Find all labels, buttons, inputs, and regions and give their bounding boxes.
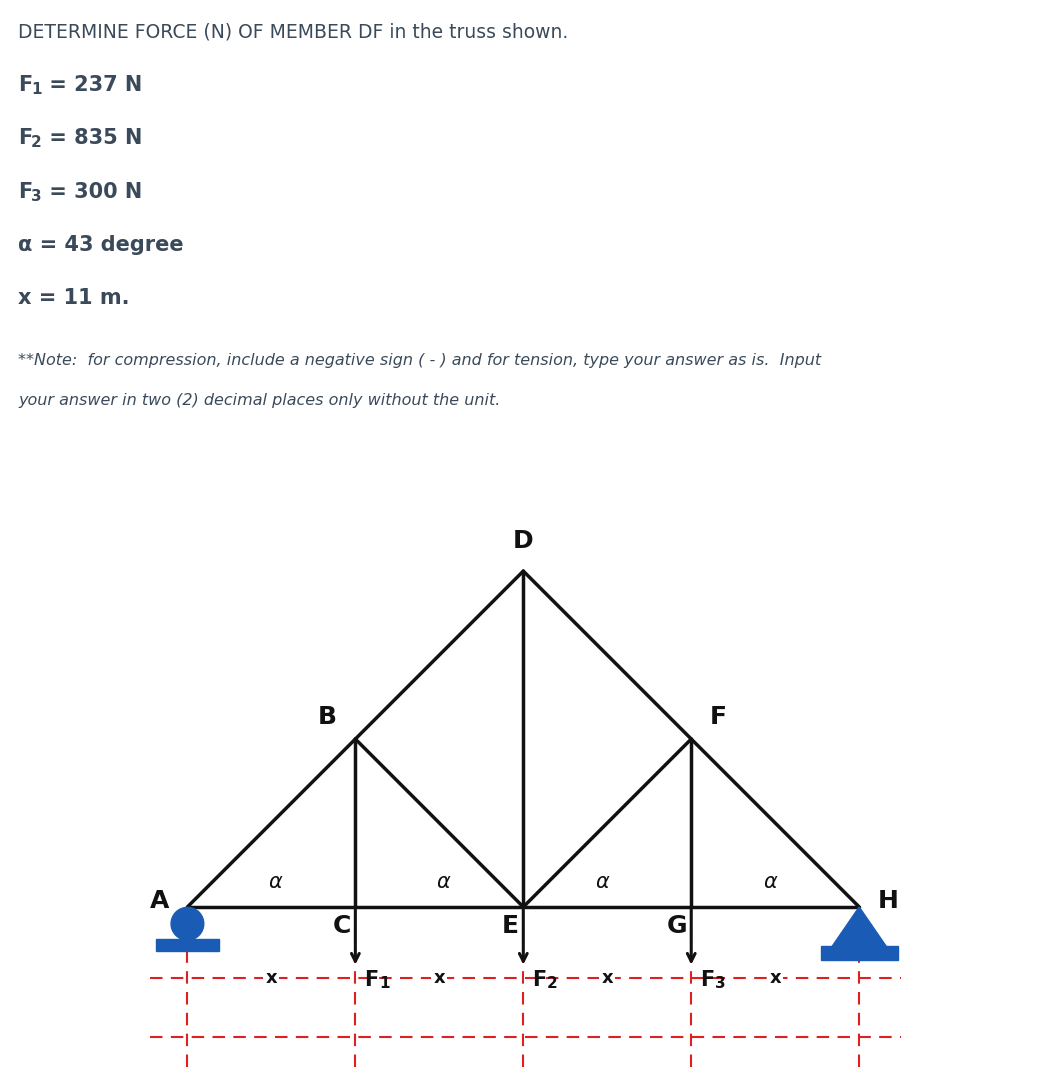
- Text: F: F: [18, 75, 33, 95]
- Text: F: F: [18, 182, 33, 202]
- Text: 3: 3: [31, 189, 41, 204]
- Text: x: x: [601, 969, 613, 988]
- Text: α = 43 degree: α = 43 degree: [18, 234, 184, 255]
- Text: E: E: [502, 913, 519, 937]
- Text: 1: 1: [379, 976, 389, 991]
- Text: F: F: [364, 970, 378, 990]
- Text: $\alpha$: $\alpha$: [436, 872, 452, 892]
- Text: DETERMINE FORCE (N) OF MEMBER DF in the truss shown.: DETERMINE FORCE (N) OF MEMBER DF in the …: [18, 22, 569, 41]
- Text: H: H: [878, 889, 899, 913]
- Text: your answer in two (2) decimal places only without the unit.: your answer in two (2) decimal places on…: [18, 393, 500, 408]
- Text: = 300 N: = 300 N: [42, 182, 142, 202]
- Text: G: G: [667, 913, 687, 937]
- Text: x: x: [266, 969, 277, 988]
- Bar: [155, 938, 219, 950]
- Text: B: B: [318, 705, 337, 729]
- Text: 2: 2: [31, 135, 42, 150]
- Text: $\alpha$: $\alpha$: [763, 872, 779, 892]
- Text: F: F: [532, 970, 545, 990]
- Text: D: D: [513, 529, 534, 553]
- Text: A: A: [150, 889, 169, 913]
- Polygon shape: [831, 907, 887, 947]
- Text: F: F: [710, 705, 727, 729]
- Text: $\alpha$: $\alpha$: [268, 872, 284, 892]
- Text: F: F: [699, 970, 714, 990]
- Text: x: x: [434, 969, 445, 988]
- Text: 3: 3: [714, 976, 726, 991]
- Text: 2: 2: [546, 976, 557, 991]
- Text: = 835 N: = 835 N: [42, 129, 142, 148]
- Text: C: C: [332, 913, 351, 937]
- Text: x: x: [769, 969, 781, 988]
- Text: F: F: [18, 129, 33, 148]
- Text: x = 11 m.: x = 11 m.: [18, 288, 130, 307]
- Text: **Note:  for compression, include a negative sign ( - ) and for tension, type yo: **Note: for compression, include a negat…: [18, 353, 821, 368]
- Circle shape: [171, 907, 204, 941]
- Text: 1: 1: [31, 82, 41, 97]
- Text: = 237 N: = 237 N: [42, 75, 142, 95]
- Text: $\alpha$: $\alpha$: [595, 872, 611, 892]
- Bar: [821, 946, 898, 960]
